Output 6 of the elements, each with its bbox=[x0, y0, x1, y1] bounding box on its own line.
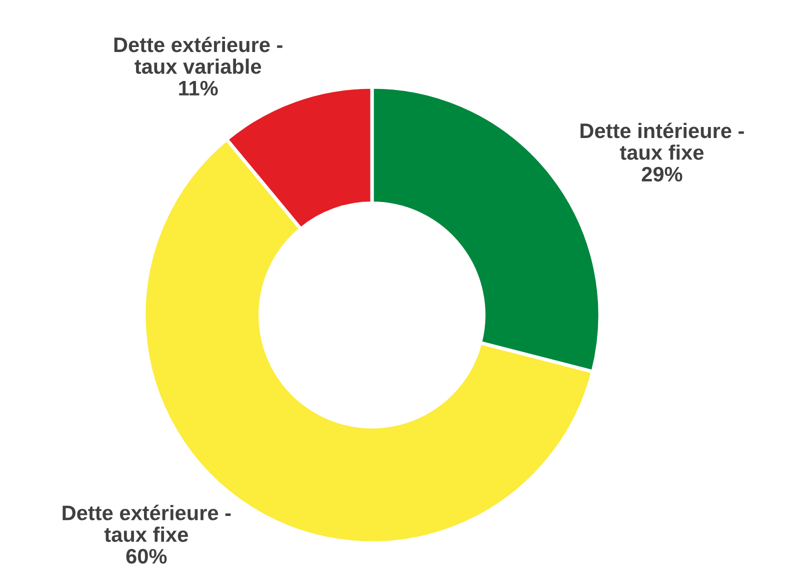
slice-label: Dette extérieure - taux variable bbox=[114, 36, 282, 74]
data-label: 29% bbox=[642, 166, 682, 182]
data-label: 11% bbox=[179, 80, 218, 96]
data-label: 60% bbox=[126, 548, 167, 564]
slice-label: Dette intérieure - taux fixe bbox=[580, 122, 744, 160]
slice-label: Dette extérieure - taux fixe bbox=[62, 504, 231, 542]
